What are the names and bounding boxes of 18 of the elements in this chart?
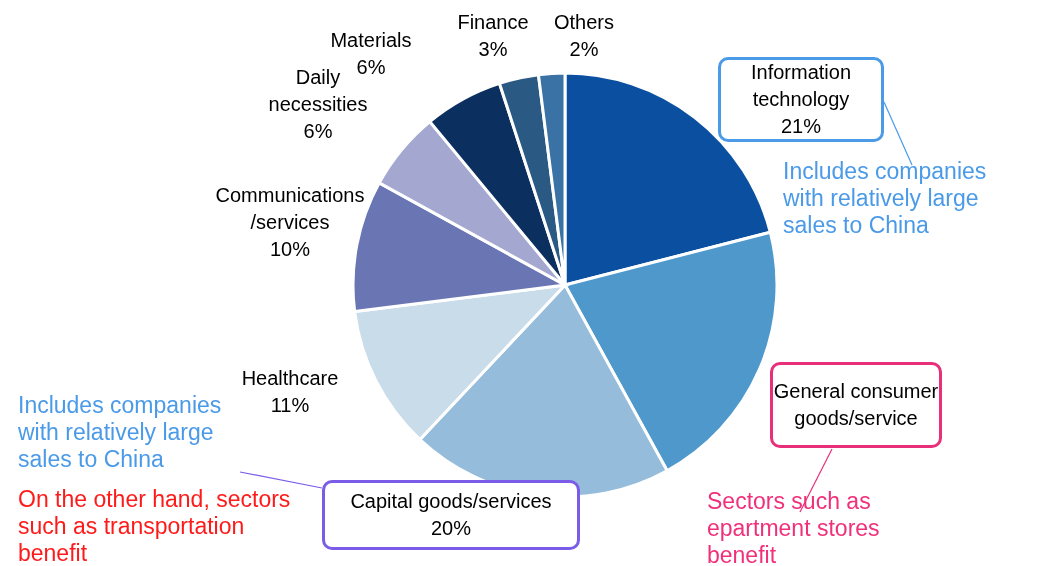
slice-label: Communications /services <box>214 182 366 235</box>
data-label: 10% <box>269 236 311 262</box>
data-label: 2% <box>569 37 599 62</box>
text: Includes companies with relatively large sales to China <box>783 158 988 239</box>
slice-label: Materials <box>330 28 412 53</box>
text: Includes companies with relatively large sales to China <box>18 392 223 473</box>
data-label: 20% <box>430 516 472 541</box>
slice-label: Information technology <box>749 60 853 112</box>
data-label: 3% <box>478 37 508 62</box>
slice-label: Others <box>553 10 615 35</box>
slice-label: Finance <box>457 10 529 35</box>
slice-label: Capital goods/services <box>350 489 552 514</box>
data-label: 6% <box>303 118 333 144</box>
text: On the other hand, sectors such as transportation benefit <box>18 486 292 566</box>
slice-label: General consumer goods/service <box>773 379 939 431</box>
data-label: 11% <box>270 393 310 418</box>
slice-label: Healthcare <box>241 366 339 391</box>
data-label: 21% <box>780 114 822 139</box>
